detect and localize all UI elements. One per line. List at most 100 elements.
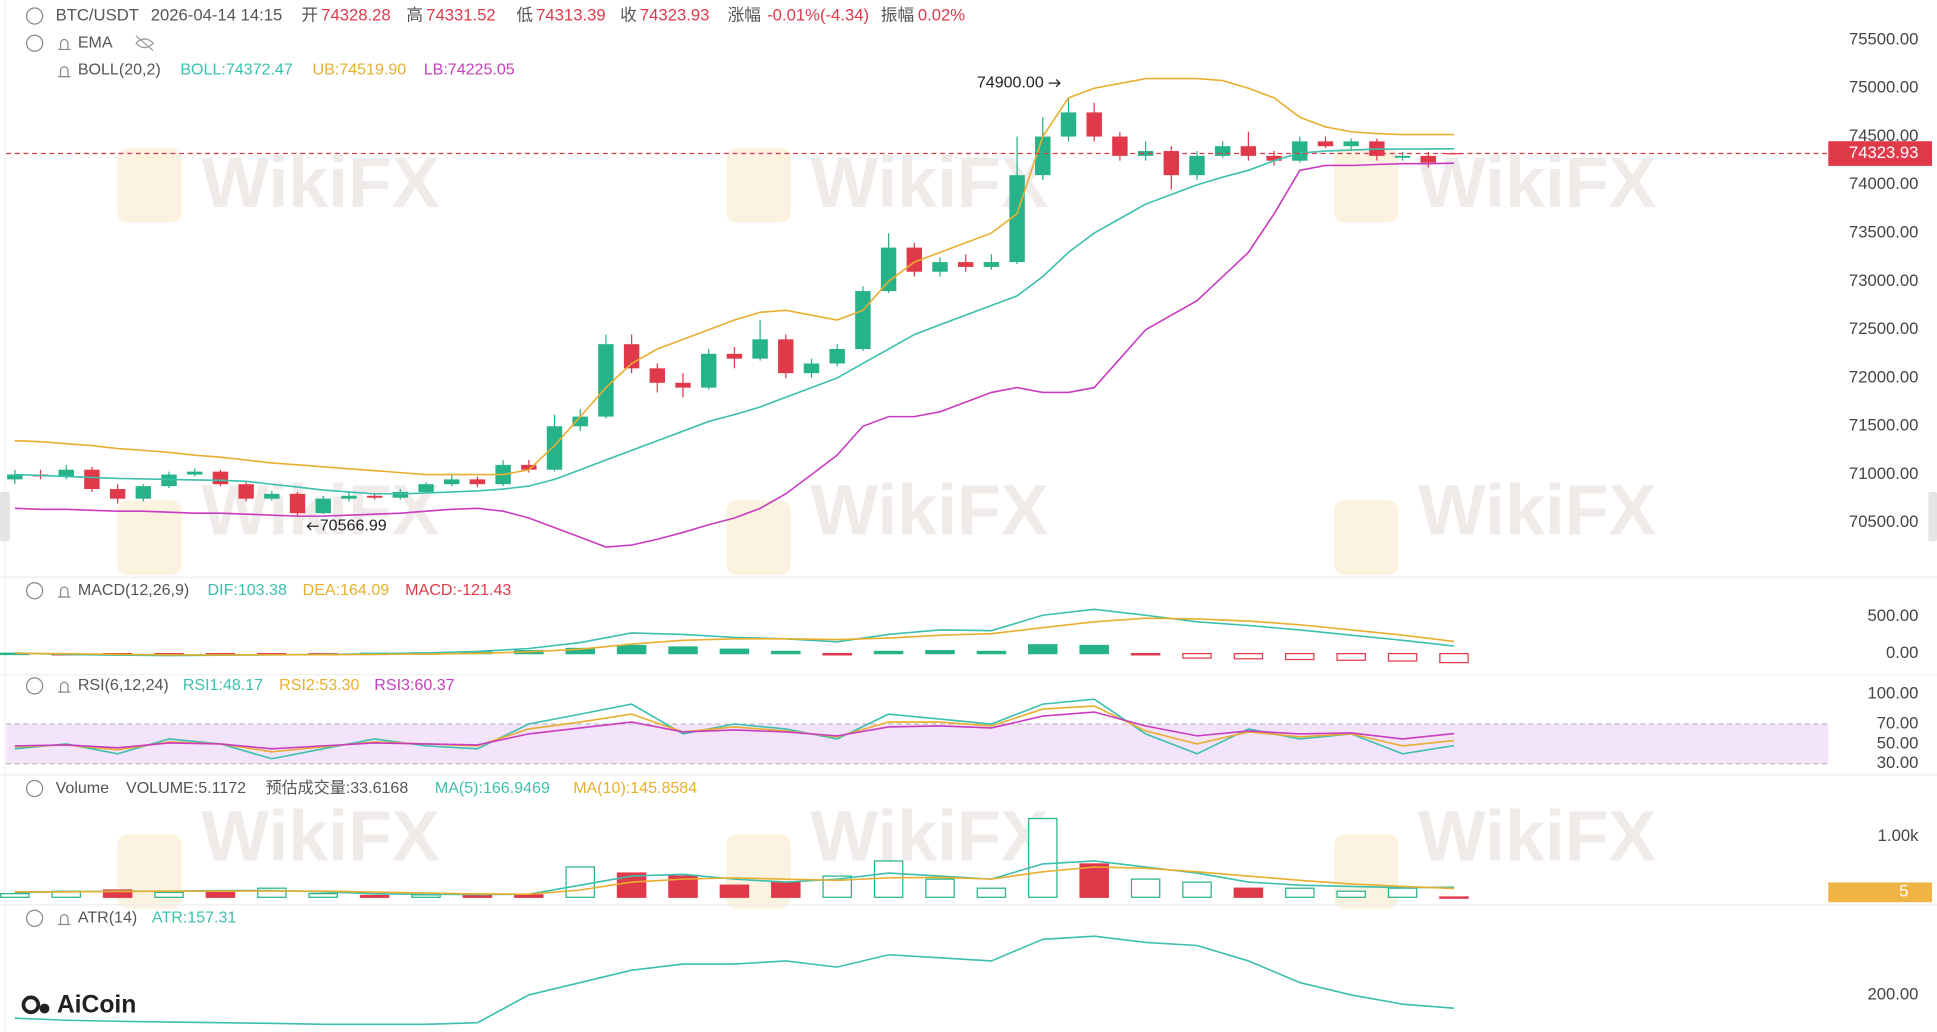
candle-body <box>7 474 23 480</box>
macd-bar <box>1387 653 1418 662</box>
annotation-arrow <box>1048 78 1061 88</box>
volume-bar <box>1130 878 1161 898</box>
volume-bar <box>1182 881 1212 898</box>
collapse-icon[interactable] <box>25 677 44 695</box>
macd-bar <box>668 646 698 655</box>
legend-item: LB:74225.05 <box>424 61 515 79</box>
candle-body <box>58 469 74 477</box>
macd-bar <box>976 650 1007 655</box>
volume-bar <box>719 884 750 898</box>
volume-bar <box>1387 887 1418 898</box>
volume-bar <box>668 875 698 898</box>
collapse-icon[interactable] <box>25 779 44 798</box>
bell-icon[interactable] <box>58 66 71 78</box>
collapse-icon[interactable] <box>25 7 44 25</box>
candle-body <box>289 493 306 514</box>
legend-item: DIF:103.38 <box>208 581 287 599</box>
panel-title: RSI(6,12,24) <box>78 676 169 694</box>
macd-bar <box>1233 653 1264 660</box>
volume-bar <box>411 894 441 898</box>
right-tab[interactable] <box>1928 491 1937 542</box>
line <box>14 148 1454 495</box>
y-tick-label: 200.00 <box>1867 984 1918 1003</box>
watermark: WikiFX <box>810 470 1048 550</box>
change-label: 涨幅 <box>728 5 761 24</box>
bell-icon[interactable] <box>58 586 71 598</box>
last-price-label: 74323.93 <box>1849 143 1919 162</box>
y-tick-label: 75000.00 <box>1849 78 1919 97</box>
candle-body <box>1317 141 1334 147</box>
volume-badge <box>1828 882 1933 903</box>
y-tick-label: 70500.00 <box>1849 512 1919 531</box>
candle-body <box>1189 155 1205 176</box>
legend-item: DEA:164.09 <box>303 581 390 599</box>
candle-body <box>829 349 845 364</box>
candle-body <box>469 479 486 485</box>
legend-item: 预估成交量:33.6168 <box>266 779 409 797</box>
candle-body <box>1292 141 1308 161</box>
candle-body <box>880 247 897 292</box>
bell-icon[interactable] <box>58 681 71 693</box>
annotation: 74900.00 <box>977 73 1044 91</box>
candle-body <box>700 353 717 388</box>
candle-body <box>675 382 691 388</box>
macd-bar <box>771 650 801 655</box>
bell-icon[interactable] <box>58 913 71 926</box>
macd-bar <box>1182 653 1212 659</box>
watermark: WikiFX <box>1418 143 1656 223</box>
bell-icon[interactable] <box>58 38 71 51</box>
legend-item: MA(5):166.9469 <box>435 779 550 797</box>
candle-body <box>1086 112 1102 137</box>
watermark: WikiFX <box>1418 470 1656 550</box>
collapse-icon[interactable] <box>25 582 44 600</box>
candle-body <box>855 291 871 350</box>
y-tick-label: 71500.00 <box>1849 416 1919 435</box>
low-value: 74313.39 <box>536 5 606 24</box>
macd-bar <box>1439 653 1469 664</box>
line <box>14 698 1455 760</box>
time: 2026-04-14 14:15 <box>151 5 283 24</box>
panel-title: MACD(12,26,9) <box>78 581 189 599</box>
legend-item: ATR:157.31 <box>152 909 236 927</box>
macd-bar <box>616 644 647 655</box>
candle-body <box>1035 136 1051 176</box>
candle-body <box>1112 136 1128 156</box>
open-value: 74328.28 <box>321 5 391 24</box>
volume-bar <box>102 889 133 898</box>
macd-bar <box>873 650 904 655</box>
candle-body <box>264 493 280 499</box>
header: BTC/USDT 2026-04-14 14:15 开 74328.28 高 7… <box>25 5 965 79</box>
y-tick-label: 71000.00 <box>1849 464 1919 483</box>
watermark: WikiFX <box>201 143 439 223</box>
volume-bar <box>0 893 30 898</box>
hide-icon[interactable] <box>135 35 155 52</box>
collapse-icon[interactable] <box>25 34 44 52</box>
line <box>14 866 1455 895</box>
collapse-icon[interactable] <box>25 909 44 927</box>
panel-title: ATR(14) <box>78 909 137 927</box>
y-tick-label: 74500.00 <box>1849 126 1919 145</box>
candle-body <box>803 363 820 374</box>
candle-body <box>1163 151 1180 176</box>
y-tick-label: 75500.00 <box>1849 29 1919 48</box>
sub-panel-labels: MACD(12,26,9) DIF:103.38 DEA:164.09 MACD… <box>25 581 697 927</box>
panel-title: Volume <box>56 779 110 797</box>
candle-body <box>1060 112 1077 137</box>
volume-bar <box>822 875 852 898</box>
line <box>14 935 1455 1026</box>
annotation-arrow <box>306 522 319 531</box>
volume-bar <box>514 894 544 898</box>
y-tick-label: 70.00 <box>1877 713 1919 732</box>
line <box>14 77 1454 476</box>
left-tab[interactable] <box>0 491 10 542</box>
candle-body <box>521 464 537 470</box>
watermarks: WikiFX WikiFX WikiFX WikiFX WikiFX WikiF… <box>117 143 1657 909</box>
candle-body <box>572 416 588 427</box>
amplitude-label: 振幅 <box>881 5 914 24</box>
volume-bar <box>925 878 955 898</box>
y-tick-label: 0.00 <box>1886 643 1918 662</box>
macd-bar <box>822 653 852 656</box>
macd-bar <box>1336 653 1366 661</box>
candle-body <box>341 495 357 499</box>
